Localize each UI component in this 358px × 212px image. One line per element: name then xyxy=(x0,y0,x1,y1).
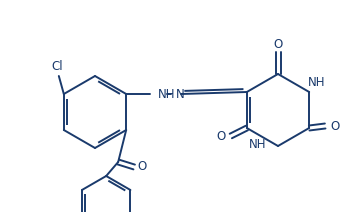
Text: NH: NH xyxy=(158,88,176,100)
Text: O: O xyxy=(137,160,147,173)
Text: O: O xyxy=(216,130,226,142)
Text: Cl: Cl xyxy=(51,60,63,74)
Text: O: O xyxy=(274,38,282,50)
Text: NH: NH xyxy=(308,77,325,89)
Text: N: N xyxy=(176,88,185,100)
Text: O: O xyxy=(330,120,340,132)
Text: NH: NH xyxy=(249,138,266,152)
